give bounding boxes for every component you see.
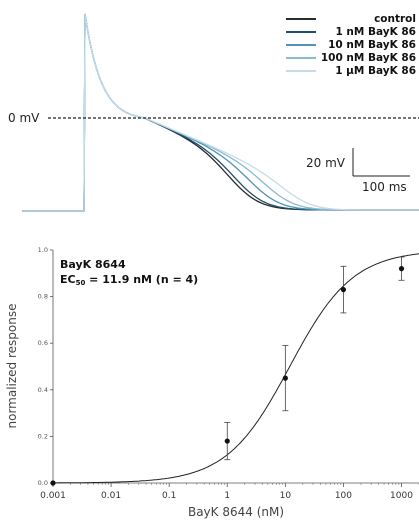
ec50-label: EC50 = 11.9 nM (n = 4) [60, 273, 198, 287]
x-tick-label: 0.1 [162, 491, 176, 501]
data-points [50, 256, 405, 486]
legend-label: 100 nM BayK 86 [321, 52, 416, 64]
y-tick-label: 0.4 [38, 386, 48, 394]
x-tick-label: 0.001 [40, 491, 66, 501]
scale-bar-time-label: 100 ms [362, 180, 407, 194]
x-ticks: 0.001 0.01 0.1 1 10 100 1000 [40, 483, 419, 501]
y-tick-label: 0.0 [38, 479, 48, 487]
x-tick-label: 100 [335, 491, 352, 501]
y-axis-label: normalized response [5, 304, 19, 429]
data-point [340, 287, 347, 293]
data-point [50, 480, 56, 486]
data-point [398, 266, 405, 272]
ap-trace [22, 13, 419, 212]
legend-label: control [374, 13, 416, 25]
x-tick-label: 0.01 [101, 491, 121, 501]
legend-label: 1 nM BayK 86 [335, 26, 416, 38]
legend-label: 1 µM BayK 86 [335, 65, 416, 77]
panel-title: BayK 8644 [60, 258, 126, 271]
legend-label: 10 nM BayK 86 [328, 39, 416, 51]
x-tick-label: 10 [280, 491, 292, 501]
y-tick-label: 0.2 [38, 432, 48, 440]
data-point [282, 375, 288, 381]
y-tick-label: 1.0 [38, 246, 48, 254]
y-tick-label: 0.8 [38, 293, 48, 301]
x-tick-label: 1 [224, 491, 230, 501]
y-ticks: 0.0 0.2 0.4 0.6 0.8 1.0 [38, 246, 53, 487]
x-axis-label: BayK 8644 (nM) [188, 505, 284, 519]
x-tick-label: 1000 [390, 491, 413, 501]
ap-traces [22, 13, 419, 212]
data-point [224, 438, 230, 444]
scale-bar-voltage-label: 20 mV [306, 156, 346, 170]
dose-response-panel: 0.0 0.2 0.4 0.6 0.8 1.0 0.001 0.01 0.1 1 10 100 100… [5, 246, 419, 519]
fit-curve [53, 253, 419, 484]
y-tick-label: 0.6 [38, 339, 48, 347]
scale-bar: 20 mV 100 ms [306, 148, 410, 194]
zero-mv-label: 0 mV [8, 111, 40, 125]
